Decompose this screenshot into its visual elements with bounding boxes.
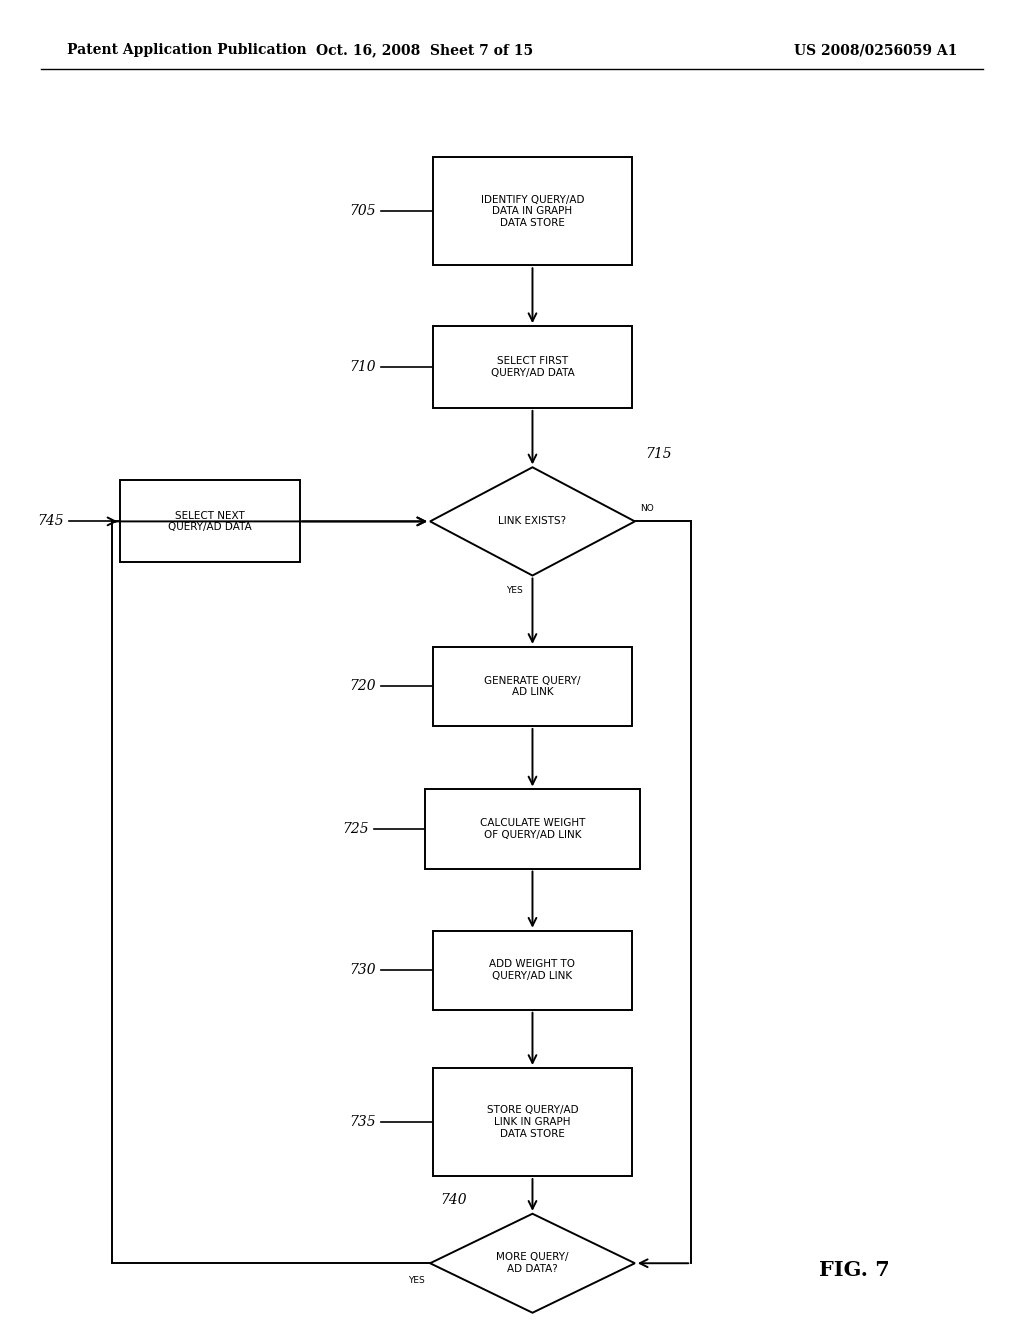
Text: CALCULATE WEIGHT
OF QUERY/AD LINK: CALCULATE WEIGHT OF QUERY/AD LINK xyxy=(480,818,585,840)
Text: Patent Application Publication: Patent Application Publication xyxy=(67,44,306,57)
Text: SELECT FIRST
QUERY/AD DATA: SELECT FIRST QUERY/AD DATA xyxy=(490,356,574,378)
Text: 715: 715 xyxy=(645,446,672,461)
Text: FIG. 7: FIG. 7 xyxy=(819,1259,890,1280)
Text: LINK EXISTS?: LINK EXISTS? xyxy=(499,516,566,527)
FancyBboxPatch shape xyxy=(432,157,632,265)
Text: STORE QUERY/AD
LINK IN GRAPH
DATA STORE: STORE QUERY/AD LINK IN GRAPH DATA STORE xyxy=(486,1105,579,1139)
Text: 710: 710 xyxy=(349,360,377,374)
Text: 730: 730 xyxy=(349,964,377,977)
Text: 745: 745 xyxy=(37,515,63,528)
Text: Oct. 16, 2008  Sheet 7 of 15: Oct. 16, 2008 Sheet 7 of 15 xyxy=(316,44,534,57)
Polygon shape xyxy=(430,467,635,576)
Text: MORE QUERY/
AD DATA?: MORE QUERY/ AD DATA? xyxy=(497,1253,568,1274)
Text: ADD WEIGHT TO
QUERY/AD LINK: ADD WEIGHT TO QUERY/AD LINK xyxy=(489,960,575,981)
Text: 705: 705 xyxy=(349,205,377,218)
Text: SELECT NEXT
QUERY/AD DATA: SELECT NEXT QUERY/AD DATA xyxy=(168,511,252,532)
Text: YES: YES xyxy=(409,1276,425,1286)
Text: IDENTIFY QUERY/AD
DATA IN GRAPH
DATA STORE: IDENTIFY QUERY/AD DATA IN GRAPH DATA STO… xyxy=(480,194,585,228)
FancyBboxPatch shape xyxy=(432,931,632,1010)
Text: GENERATE QUERY/
AD LINK: GENERATE QUERY/ AD LINK xyxy=(484,676,581,697)
FancyBboxPatch shape xyxy=(432,647,632,726)
Text: 720: 720 xyxy=(349,680,377,693)
Text: 740: 740 xyxy=(440,1193,467,1206)
FancyBboxPatch shape xyxy=(432,1068,632,1176)
FancyBboxPatch shape xyxy=(121,480,299,562)
Polygon shape xyxy=(430,1214,635,1312)
FancyBboxPatch shape xyxy=(425,789,640,869)
Text: NO: NO xyxy=(640,504,653,513)
Text: 725: 725 xyxy=(342,822,369,836)
Text: 735: 735 xyxy=(349,1115,377,1129)
Text: YES: YES xyxy=(506,586,522,595)
Text: US 2008/0256059 A1: US 2008/0256059 A1 xyxy=(794,44,957,57)
FancyBboxPatch shape xyxy=(432,326,632,408)
